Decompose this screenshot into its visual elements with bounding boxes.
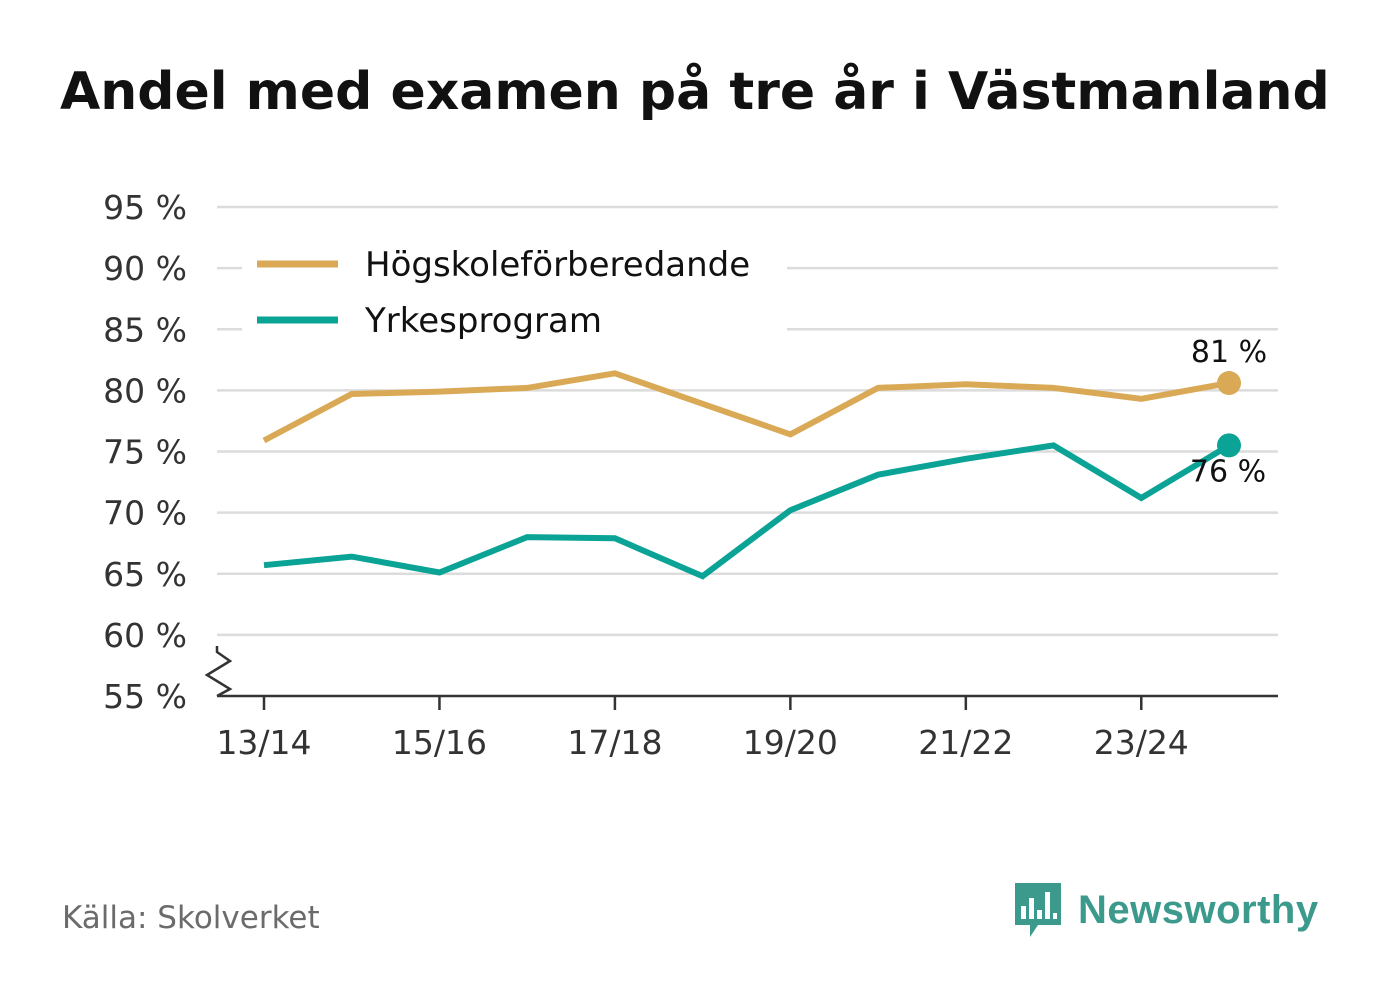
legend-label: Högskoleförberedande bbox=[365, 245, 750, 285]
axes bbox=[204, 646, 1278, 698]
x-tick-label: 17/18 bbox=[567, 723, 662, 762]
chart-title: Andel med examen på tre år i Västmanland bbox=[60, 62, 1330, 122]
x-axis-ticks: 13/14 15/16 17/18 19/20 21/22 23/24 bbox=[216, 696, 1189, 762]
end-label-2: 76 % bbox=[1190, 454, 1266, 489]
x-tick-label: 21/22 bbox=[918, 723, 1013, 762]
series-line-1 bbox=[262, 370, 1230, 444]
end-labels: 81 % 76 % bbox=[1190, 335, 1267, 489]
legend-label: Yrkesprogram bbox=[364, 301, 602, 341]
end-point-1 bbox=[1217, 371, 1241, 396]
y-tick-label: 70 % bbox=[103, 494, 187, 533]
legend: Högskoleförberedande Yrkesprogram bbox=[242, 232, 787, 341]
y-tick-label: 95 % bbox=[103, 188, 187, 227]
y-tick-label: 85 % bbox=[103, 310, 187, 349]
brand-name: Newsworthy bbox=[1078, 887, 1319, 932]
source-note: Källa: Skolverket bbox=[62, 900, 320, 936]
x-tick-label: 15/16 bbox=[392, 723, 487, 762]
x-tick-label: 23/24 bbox=[1094, 723, 1189, 762]
y-tick-label: 60 % bbox=[103, 616, 187, 655]
newsworthy-logo-icon bbox=[1015, 883, 1061, 937]
end-label-1: 81 % bbox=[1191, 335, 1267, 370]
series-lines bbox=[262, 370, 1241, 580]
y-tick-label: 55 % bbox=[103, 677, 187, 716]
y-tick-label: 75 % bbox=[103, 433, 187, 472]
y-axis-ticks: 55 % 60 % 65 % 70 % 75 % 80 % 85 % 90 % 95 % bbox=[103, 188, 187, 716]
y-tick-label: 80 % bbox=[103, 371, 187, 410]
end-point-2 bbox=[1217, 433, 1241, 458]
brand-logo: Newsworthy bbox=[1012, 880, 1319, 940]
x-tick-label: 19/20 bbox=[743, 723, 838, 762]
y-tick-label: 65 % bbox=[103, 555, 187, 594]
series-line-2 bbox=[263, 442, 1231, 580]
axis-break-icon bbox=[204, 646, 233, 698]
x-tick-label: 13/14 bbox=[216, 723, 311, 762]
y-tick-label: 90 % bbox=[103, 249, 187, 288]
